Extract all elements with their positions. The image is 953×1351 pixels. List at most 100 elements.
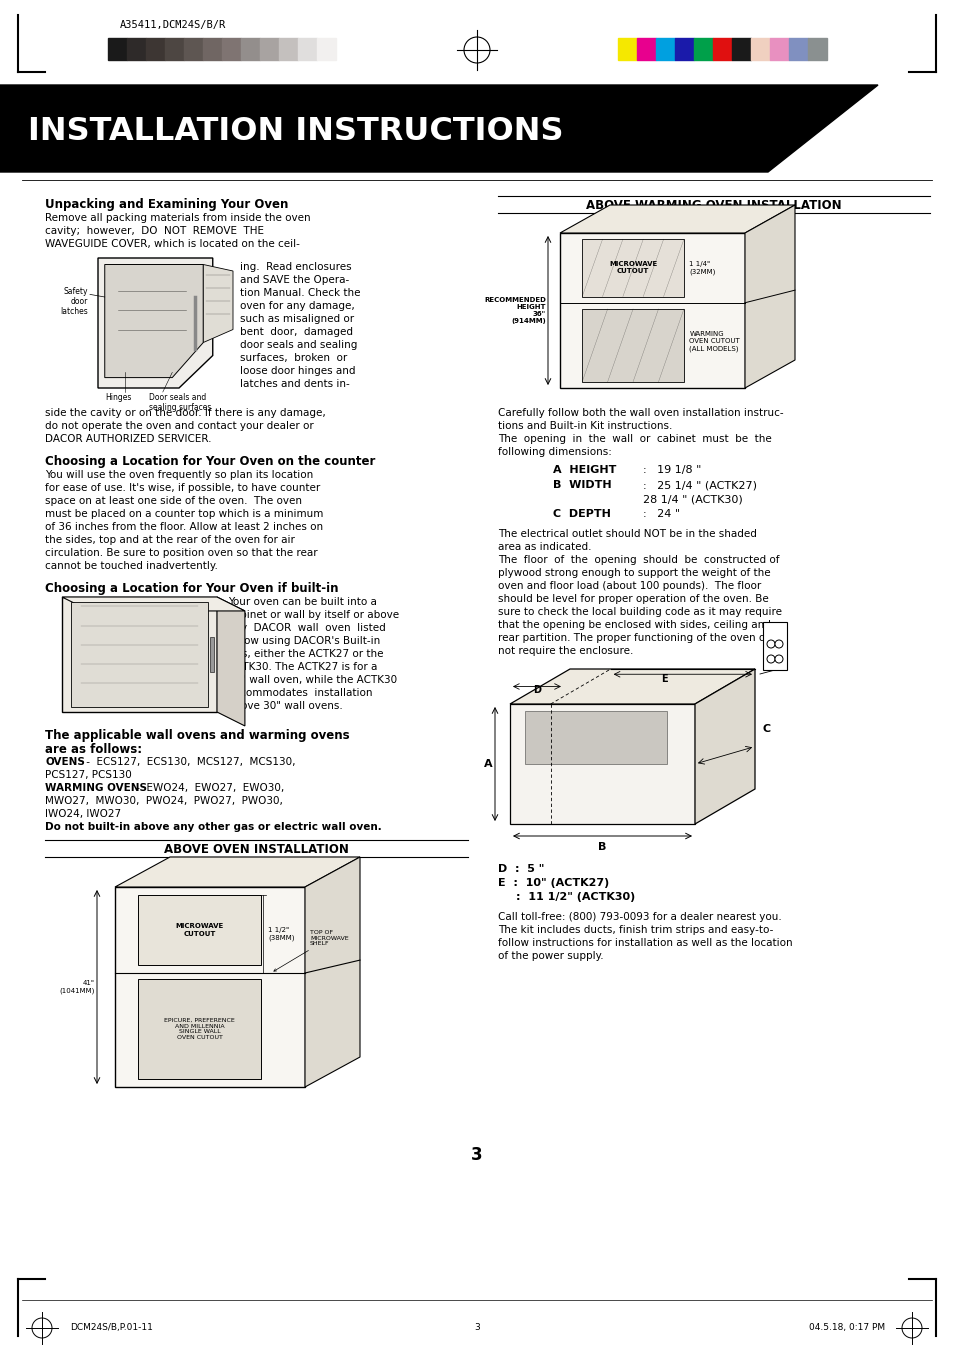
Polygon shape [98, 258, 213, 388]
Text: area as indicated.: area as indicated. [497, 542, 591, 553]
Text: A35411,DCM24S/B/R: A35411,DCM24S/B/R [120, 20, 226, 30]
Text: accommodates  installation: accommodates installation [228, 688, 372, 698]
Text: of 36 inches from the floor. Allow at least 2 inches on: of 36 inches from the floor. Allow at le… [45, 521, 323, 532]
Bar [146, 38, 165, 59]
Text: the sides, top and at the rear of the oven for air: the sides, top and at the rear of the ov… [45, 535, 294, 544]
Text: WARMING OVENS: WARMING OVENS [45, 784, 147, 793]
Text: OVENS: OVENS [45, 757, 85, 767]
Text: do not operate the oven and contact your dealer or: do not operate the oven and contact your… [45, 422, 314, 431]
Bar [127, 38, 146, 59]
Text: MWO27,  MWO30,  PWO24,  PWO27,  PWO30,: MWO27, MWO30, PWO24, PWO27, PWO30, [45, 796, 283, 807]
Text: 27" wall oven, while the ACTK30: 27" wall oven, while the ACTK30 [228, 676, 396, 685]
Text: 1 1/2"
(38MM): 1 1/2" (38MM) [268, 927, 294, 940]
Text: IWO24, IWO27: IWO24, IWO27 [45, 809, 121, 819]
Text: of the power supply.: of the power supply. [497, 951, 603, 961]
Text: oven and floor load (about 100 pounds).  The floor: oven and floor load (about 100 pounds). … [497, 581, 760, 590]
Text: -  ECS127,  ECS130,  MCS127,  MCS130,: - ECS127, ECS130, MCS127, MCS130, [83, 757, 295, 767]
Text: sure to check the local building code as it may require: sure to check the local building code as… [497, 607, 781, 617]
Text: cavity;  however,  DO  NOT  REMOVE  THE: cavity; however, DO NOT REMOVE THE [45, 226, 264, 236]
Bar [581, 239, 683, 297]
Bar [71, 601, 208, 708]
Text: Unpacking and Examining Your Oven: Unpacking and Examining Your Oven [45, 199, 288, 211]
Text: 41"
(1041MM): 41" (1041MM) [59, 981, 95, 994]
Text: ing.  Read enclosures: ing. Read enclosures [240, 262, 352, 272]
Bar [769, 38, 788, 59]
Text: tions and Built-in Kit instructions.: tions and Built-in Kit instructions. [497, 422, 672, 431]
Text: Hinges: Hinges [105, 393, 131, 403]
Text: C: C [762, 724, 770, 734]
Text: loose door hinges and: loose door hinges and [240, 366, 355, 376]
Bar [788, 38, 807, 59]
Text: WARMING
OVEN CUTOUT
(ALL MODELS): WARMING OVEN CUTOUT (ALL MODELS) [689, 331, 740, 351]
Text: D  :  5 ": D : 5 " [497, 865, 544, 874]
Bar [62, 597, 216, 712]
Bar [278, 38, 297, 59]
Polygon shape [115, 857, 359, 888]
Polygon shape [62, 597, 245, 611]
Text: :   24 ": : 24 " [642, 509, 679, 519]
Text: B  WIDTH: B WIDTH [553, 480, 611, 490]
Text: Do not built-in above any other gas or electric wall oven.: Do not built-in above any other gas or e… [45, 821, 381, 832]
Bar [108, 38, 127, 59]
Bar [762, 621, 786, 670]
Text: follow instructions for installation as well as the location: follow instructions for installation as … [497, 938, 792, 948]
Text: The kit includes ducts, finish trim strips and easy-to-: The kit includes ducts, finish trim stri… [497, 925, 773, 935]
Polygon shape [559, 205, 794, 232]
Bar [731, 38, 750, 59]
Bar [137, 894, 261, 965]
Text: -  EWO24,  EWO27,  EWO30,: - EWO24, EWO27, EWO30, [132, 784, 284, 793]
Text: for ease of use. It's wise, if possible, to have counter: for ease of use. It's wise, if possible,… [45, 484, 320, 493]
Polygon shape [695, 669, 754, 824]
Text: that the opening be enclosed with sides, ceiling and: that the opening be enclosed with sides,… [497, 620, 770, 630]
Text: ABOVE OVEN INSTALLATION: ABOVE OVEN INSTALLATION [164, 843, 349, 857]
Text: 04.5.18, 0:17 PM: 04.5.18, 0:17 PM [808, 1323, 884, 1332]
Polygon shape [524, 711, 666, 765]
Bar [184, 38, 203, 59]
Bar [581, 309, 683, 382]
Bar [115, 888, 305, 1088]
Text: INSTALLATION INSTRUCTIONS: INSTALLATION INSTRUCTIONS [28, 115, 563, 146]
Text: B: B [598, 842, 606, 852]
Text: Kits, either the ACTK27 or the: Kits, either the ACTK27 or the [228, 648, 383, 659]
Text: The  floor  of  the  opening  should  be  constructed of: The floor of the opening should be const… [497, 555, 779, 565]
Text: The applicable wall ovens and warming ovens: The applicable wall ovens and warming ov… [45, 730, 349, 742]
Text: tion Manual. Check the: tion Manual. Check the [240, 288, 360, 299]
Polygon shape [216, 597, 245, 725]
Bar [222, 38, 241, 59]
Polygon shape [203, 265, 233, 343]
Text: must be placed on a counter top which is a minimum: must be placed on a counter top which is… [45, 509, 323, 519]
Bar [675, 38, 693, 59]
Text: TOP OF
MICROWAVE
SHELF: TOP OF MICROWAVE SHELF [274, 929, 348, 971]
Circle shape [774, 655, 782, 663]
Bar [807, 38, 826, 59]
Bar [316, 38, 335, 59]
Text: door seals and sealing: door seals and sealing [240, 340, 357, 350]
Text: cannot be touched inadvertently.: cannot be touched inadvertently. [45, 561, 217, 571]
Text: The  opening  in  the  wall  or  cabinet  must  be  the: The opening in the wall or cabinet must … [497, 434, 771, 444]
Polygon shape [0, 85, 877, 172]
Text: ABOVE WARMING OVEN INSTALLATION: ABOVE WARMING OVEN INSTALLATION [585, 199, 841, 212]
Text: E  :  10" (ACTK27): E : 10" (ACTK27) [497, 878, 609, 888]
Text: following dimensions:: following dimensions: [497, 447, 611, 457]
Text: MICROWAVE
CUTOUT: MICROWAVE CUTOUT [608, 261, 657, 274]
Bar [203, 38, 222, 59]
Text: plywood strong enough to support the weight of the: plywood strong enough to support the wei… [497, 567, 770, 578]
Bar [693, 38, 712, 59]
Bar [165, 38, 184, 59]
Text: below using DACOR's Built-in: below using DACOR's Built-in [228, 636, 380, 646]
Text: Carefully follow both the wall oven installation instruc-: Carefully follow both the wall oven inst… [497, 408, 782, 417]
Text: E: E [660, 674, 667, 685]
Text: Remove all packing materials from inside the oven: Remove all packing materials from inside… [45, 213, 311, 223]
Text: side the cavity or on the door. If there is any damage,: side the cavity or on the door. If there… [45, 408, 325, 417]
Text: A: A [484, 759, 493, 769]
Text: 3: 3 [471, 1146, 482, 1165]
Text: cabinet or wall by itself or above: cabinet or wall by itself or above [228, 611, 398, 620]
Circle shape [766, 655, 774, 663]
Text: EPICURE, PREFERENCE
AND MILLENNIA
SINGLE WALL
OVEN CUTOUT: EPICURE, PREFERENCE AND MILLENNIA SINGLE… [164, 1017, 234, 1040]
Text: ACTK30. The ACTK27 is for a: ACTK30. The ACTK27 is for a [228, 662, 377, 671]
Text: :  11 1/2" (ACTK30): : 11 1/2" (ACTK30) [516, 892, 635, 902]
Text: 28 1/4 " (ACTK30): 28 1/4 " (ACTK30) [642, 494, 742, 504]
Bar [559, 232, 744, 388]
Text: RECOMMENDED
HEIGHT
36"
(914MM): RECOMMENDED HEIGHT 36" (914MM) [483, 297, 545, 324]
Bar [712, 38, 731, 59]
